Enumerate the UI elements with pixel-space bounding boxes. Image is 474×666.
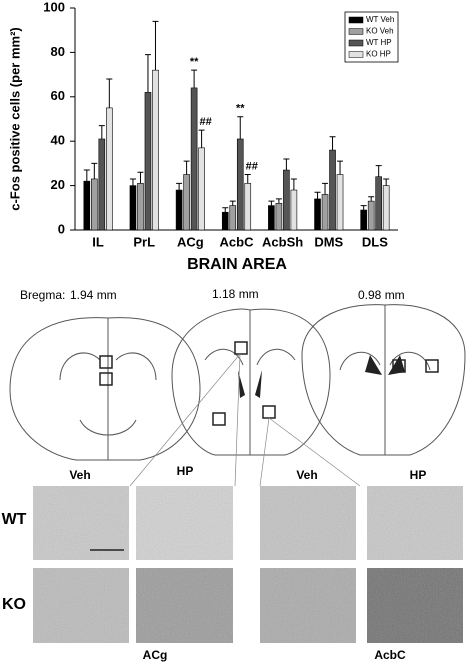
error-bar [198, 129, 205, 148]
y-axis-label: c-Fos positive cells (per mm²) [7, 27, 22, 211]
column-label: HP [177, 464, 194, 478]
legend-label: KO HP [366, 50, 391, 59]
significance-label: ** [236, 103, 245, 115]
row-label: WT [2, 511, 27, 528]
bar [190, 87, 198, 231]
bar [106, 107, 113, 231]
bar [98, 138, 106, 231]
x-tick-label: DLS [362, 234, 388, 249]
bar [229, 205, 237, 231]
significance-label: ## [246, 160, 258, 172]
x-tick-label: ACg [177, 234, 204, 249]
bar [83, 180, 91, 231]
error-bar [222, 207, 229, 213]
error-bar [237, 116, 244, 139]
error-bar [98, 125, 105, 139]
error-bar [91, 162, 98, 179]
error-bar [83, 169, 90, 182]
bar [137, 183, 144, 231]
bar [329, 149, 336, 231]
atlas-sections [9, 304, 466, 487]
error-bar [137, 171, 144, 184]
y-tick-label: 0 [58, 221, 65, 236]
y-tick-label: 60 [51, 88, 65, 103]
row-label: KO [2, 596, 26, 613]
error-bar [268, 200, 275, 206]
bar [144, 92, 152, 231]
x-tick-label: IL [92, 234, 104, 249]
error-bar [152, 20, 159, 71]
error-bar [183, 160, 190, 175]
legend-swatch [348, 51, 364, 58]
y-tick-label: 80 [51, 44, 65, 59]
error-bar [191, 69, 198, 88]
region-label: ACg [143, 648, 168, 662]
error-bar [360, 205, 367, 211]
bregma-level: 1.94 mm [70, 288, 117, 302]
x-tick-label: PrL [133, 234, 155, 249]
bar [221, 211, 229, 231]
y-tick-label: 100 [43, 0, 65, 14]
error-bar [368, 196, 375, 202]
bar [275, 203, 283, 231]
y-tick-label: 20 [51, 177, 65, 192]
bar [244, 183, 252, 231]
bar [336, 174, 344, 231]
x-tick-label: AcbSh [262, 234, 303, 249]
error-bar [383, 178, 390, 186]
error-bar [176, 182, 183, 191]
legend-label: WT HP [366, 38, 392, 47]
bar [382, 185, 390, 231]
legend-swatch [348, 39, 364, 47]
bar [367, 200, 375, 231]
bar [152, 69, 159, 231]
error-bar [322, 182, 329, 195]
bar [314, 198, 321, 231]
error-bar [337, 160, 344, 175]
bar [175, 189, 183, 231]
bregma-level: 0.98 mm [358, 288, 405, 302]
bar [375, 176, 382, 231]
x-tick-label: DMS [314, 234, 343, 249]
y-tick-label: 40 [51, 133, 65, 148]
bar [283, 169, 290, 231]
column-label: HP [410, 468, 427, 482]
legend-label: WT Veh [366, 15, 394, 24]
bar [198, 147, 205, 231]
significance-label: ** [190, 56, 199, 68]
micrograph-panels [33, 486, 463, 643]
error-bar [375, 165, 382, 177]
bregma-label: Bregma: [20, 288, 65, 302]
bar [236, 138, 244, 231]
column-label: Veh [296, 468, 317, 482]
error-bar [244, 174, 251, 184]
error-bar [314, 191, 321, 199]
bar [290, 189, 298, 231]
x-axis-label: BRAIN AREA [187, 256, 287, 273]
significance-label: ## [199, 116, 211, 128]
bar [91, 178, 98, 231]
legend-label: KO Veh [366, 27, 394, 36]
bregma-level: 1.18 mm [212, 287, 259, 301]
error-bar [275, 198, 282, 204]
error-bar [290, 178, 297, 191]
legend-swatch [348, 16, 364, 24]
error-bar [329, 136, 336, 151]
error-bar [129, 178, 136, 186]
legend-swatch [348, 28, 364, 35]
error-bar [106, 78, 113, 108]
x-tick-label: AcbC [220, 234, 255, 249]
error-bar [144, 54, 151, 93]
region-label: AcbC [374, 648, 406, 662]
bar [321, 194, 329, 231]
bar [129, 185, 137, 231]
error-bar [229, 200, 236, 206]
error-bar [283, 158, 290, 171]
column-label: Veh [69, 468, 90, 482]
bar [183, 174, 190, 231]
bar [360, 209, 367, 231]
bar [268, 205, 275, 231]
